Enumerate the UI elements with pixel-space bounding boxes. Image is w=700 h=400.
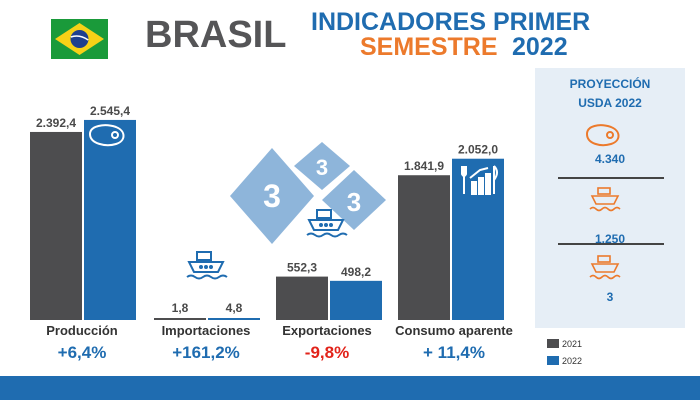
country-name: BRASIL xyxy=(145,14,287,56)
steak-icon xyxy=(585,124,620,147)
bar-2021-2 xyxy=(276,276,328,320)
change-label-2: -9,8% xyxy=(305,343,349,362)
badge-diamond xyxy=(230,148,314,244)
bar-2022-1 xyxy=(208,318,260,320)
badge-number: 3 xyxy=(263,178,281,214)
projection-title: PROYECCIÓN USDA 2022 xyxy=(535,75,685,113)
data-label-2021-3: 1.841,9 xyxy=(404,159,444,173)
brazil-flag-icon xyxy=(51,19,108,59)
bar-2022-0 xyxy=(84,119,136,321)
badge-diamond xyxy=(322,170,386,230)
restaurant-growth-icon xyxy=(461,165,498,195)
projection-title-line2: USDA 2022 xyxy=(578,96,642,110)
page-title-line1: INDICADORES PRIMER xyxy=(311,8,591,36)
page-title-year: 2022 xyxy=(512,33,568,61)
bar-2021-3 xyxy=(398,175,450,320)
bar-2021-0 xyxy=(30,131,82,320)
data-label-2021-0: 2.392,4 xyxy=(36,116,76,130)
data-label-2021-2: 552,3 xyxy=(287,261,317,275)
data-label-2022-2: 498,2 xyxy=(341,265,371,279)
projection-production-value: 4.340 xyxy=(594,152,626,166)
ship-icon xyxy=(186,251,228,280)
category-label-0: Producción xyxy=(46,323,118,338)
bar-2022-2 xyxy=(330,280,382,320)
projection-panel xyxy=(535,68,685,328)
steak-icon xyxy=(88,124,125,147)
page-title-semester: SEMESTRE xyxy=(360,33,498,61)
badge-group: 3 3 3 xyxy=(230,142,386,244)
data-label-2021-1: 1,8 xyxy=(172,301,189,315)
category-label-3: Consumo aparente xyxy=(395,323,513,338)
category-label-1: Importaciones xyxy=(162,323,251,338)
ship-icon xyxy=(306,209,348,238)
change-label-1: +161,2% xyxy=(172,343,240,362)
category-label-2: Exportaciones xyxy=(282,323,372,338)
bar-2021-1 xyxy=(154,318,206,320)
legend-label-2021: 2021 xyxy=(562,339,582,349)
badge-number: 3 xyxy=(347,187,361,217)
data-label-2022-0: 2.545,4 xyxy=(90,104,130,118)
data-label-2022-3: 2.052,0 xyxy=(458,143,498,157)
data-label-2022-1: 4,8 xyxy=(226,301,243,315)
change-label-3: + 11,4% xyxy=(423,343,485,362)
ship-icon xyxy=(589,255,621,280)
footer-bar xyxy=(0,376,700,400)
badge-number: 3 xyxy=(316,155,328,180)
change-label-0: +6,4% xyxy=(58,343,107,362)
badge-diamond xyxy=(294,142,350,190)
legend-label-2022: 2022 xyxy=(562,356,582,366)
projection-consumption-value: 1.250 xyxy=(594,232,626,246)
projection-title-line1: PROYECCIÓN xyxy=(569,77,651,91)
projection-exports-value: 3 xyxy=(606,290,614,304)
legend-swatch-2021 xyxy=(547,339,559,348)
ship-icon xyxy=(589,187,621,212)
legend-swatch-2022 xyxy=(547,356,559,365)
